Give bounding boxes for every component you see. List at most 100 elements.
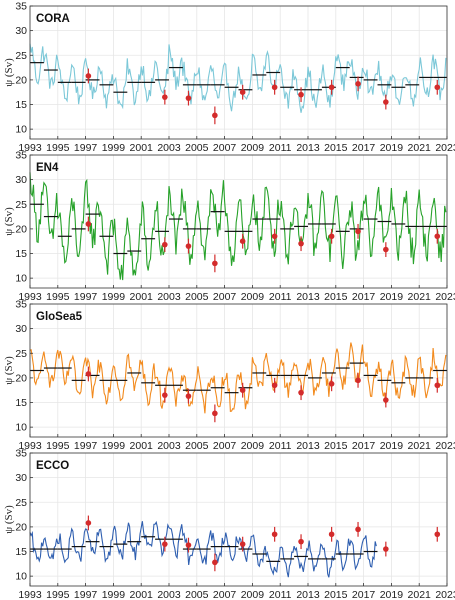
observation-point: [239, 238, 246, 245]
monthly-series-line: [29, 520, 377, 578]
x-tick-label: 1997: [74, 440, 98, 452]
x-tick-label: 2015: [324, 440, 348, 452]
panel-title: GloSea5: [36, 311, 83, 323]
x-tick-label: 2001: [130, 142, 154, 154]
x-tick-label: 2001: [130, 440, 154, 452]
observation-point: [185, 95, 192, 101]
y-tick-label: 10: [15, 422, 27, 434]
x-tick-label: 2019: [380, 589, 404, 600]
observation-point: [212, 410, 218, 417]
observation-point: [383, 397, 389, 403]
x-tick-label: 1995: [46, 589, 70, 600]
observation-point: [434, 84, 441, 91]
observation-point: [239, 89, 246, 96]
observation-point: [434, 531, 441, 538]
observation-point: [298, 240, 304, 247]
observation-point: [185, 393, 192, 399]
y-tick-label: 35: [15, 1, 27, 13]
observation-point: [355, 526, 361, 533]
y-tick-label: 25: [15, 199, 27, 211]
x-tick-label: 2009: [241, 440, 265, 452]
x-tick-label: 2017: [352, 291, 376, 303]
panel-ecco: 1993 1995 1997 1999 2001 2003 2005 2007 2009 2011…: [3, 448, 455, 600]
observation-point: [85, 371, 92, 377]
y-tick-label: 30: [15, 472, 27, 484]
observation-point: [239, 387, 246, 394]
y-tick-label: 35: [15, 150, 27, 162]
observation-point: [185, 542, 192, 548]
monthly-series-line: [29, 43, 447, 113]
x-tick-label: 2019: [380, 291, 404, 303]
x-tick-label: 2013: [296, 142, 320, 154]
observation-point: [162, 541, 168, 547]
x-tick-label: 2007: [213, 589, 237, 600]
observation-point: [298, 91, 304, 98]
observation-point: [355, 81, 361, 87]
y-tick-label: 20: [15, 521, 27, 533]
x-tick-label: 2005: [185, 440, 209, 452]
x-tick-label: 2001: [130, 589, 154, 600]
x-tick-label: 1997: [74, 589, 98, 600]
x-tick-label: 2003: [157, 589, 181, 600]
x-tick-label: 2015: [324, 142, 348, 154]
observation-point: [162, 241, 168, 248]
x-tick-label: 2003: [157, 291, 181, 303]
y-axis-label: ψ (Sv): [3, 356, 15, 385]
x-tick-label: 2023: [435, 589, 455, 600]
y-tick-label: 15: [15, 99, 27, 111]
x-tick-label: 1999: [102, 142, 126, 154]
x-tick-label: 2011: [269, 589, 292, 600]
x-tick-label: 1993: [18, 440, 42, 452]
axes-frame: [29, 303, 448, 438]
observation-point: [85, 221, 92, 227]
axes-frame: [29, 452, 448, 587]
x-tick-label: 2015: [324, 589, 348, 600]
panel-title: CORA: [36, 13, 70, 25]
y-tick-label: 35: [15, 299, 27, 311]
x-tick-label: 1995: [46, 291, 70, 303]
panel-title: EN4: [36, 162, 59, 174]
y-tick-label: 10: [15, 273, 27, 285]
x-tick-label: 1999: [102, 291, 126, 303]
x-tick-label: 2011: [269, 440, 292, 452]
observation-point: [328, 233, 335, 240]
x-tick-label: 2013: [296, 589, 320, 600]
observation-point: [434, 382, 441, 389]
y-tick-label: 30: [15, 323, 27, 335]
observation-point: [212, 260, 218, 267]
observation-point: [383, 99, 389, 105]
observation-point: [298, 538, 304, 545]
x-tick-label: 2019: [380, 142, 404, 154]
observation-point: [239, 541, 246, 547]
y-tick-label: 20: [15, 223, 27, 235]
observation-point: [355, 228, 361, 235]
observation-point: [434, 233, 441, 240]
x-tick-label: 2009: [241, 142, 265, 154]
x-tick-label: 2007: [213, 440, 237, 452]
x-tick-label: 2017: [352, 589, 376, 600]
y-tick-label: 10: [15, 571, 27, 583]
x-tick-label: 2017: [352, 142, 376, 154]
x-tick-label: 2005: [185, 589, 209, 600]
x-tick-label: 2015: [324, 291, 348, 303]
x-tick-label: 2023: [435, 440, 455, 452]
observation-point: [328, 381, 335, 387]
x-tick-label: 1999: [102, 440, 126, 452]
observation-point: [271, 531, 278, 538]
x-tick-label: 2003: [157, 440, 181, 452]
x-tick-label: 1997: [74, 142, 98, 154]
panel-cora: 1993 1995 1997 1999 2001 2003 2005 2007 2009 2011…: [3, 1, 455, 155]
y-axis-label: ψ (Sv): [3, 207, 15, 236]
x-tick-label: 2017: [352, 440, 376, 452]
x-tick-label: 2021: [408, 291, 432, 303]
monthly-series-line: [29, 342, 447, 414]
x-tick-label: 1993: [18, 142, 42, 154]
observation-point: [328, 531, 335, 538]
x-tick-label: 2019: [380, 440, 404, 452]
observation-point: [271, 233, 278, 240]
x-tick-label: 2007: [213, 142, 237, 154]
axes-frame: [29, 5, 448, 140]
x-tick-label: 2009: [241, 589, 265, 600]
x-tick-label: 1993: [18, 589, 42, 600]
y-tick-label: 10: [15, 124, 27, 136]
